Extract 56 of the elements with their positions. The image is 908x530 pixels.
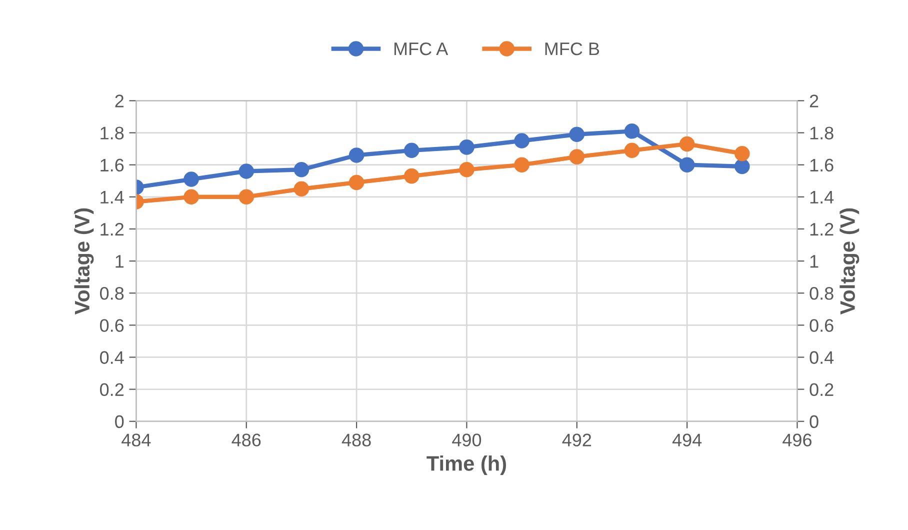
point [404,142,420,158]
y-tick-label: 1.6 [100,158,124,172]
point [184,172,199,187]
x-tick-label: 488 [342,434,371,446]
point [348,174,364,190]
point [348,148,364,163]
point [734,146,750,162]
x-tick-label: 492 [562,434,592,446]
point [569,126,585,142]
y2-tick-label: 1.2 [810,222,834,236]
y2-tick-label: 0.2 [810,383,834,396]
y-tick-label: 0.4 [100,351,124,364]
point [294,162,310,178]
y-tick-label: 0.6 [100,319,124,332]
y2-tick-label: 1.4 [810,191,834,204]
point [624,142,640,158]
x-tick-label: 484 [122,434,151,446]
legend-label: MFC A [394,42,448,56]
point [459,162,474,178]
y-tick-label: 2 [115,94,124,108]
point [238,164,254,179]
y2-tick-label: 0.4 [810,351,834,364]
point [459,140,474,155]
x-tick-label: 494 [672,434,702,446]
y2-tick-label: 1.8 [810,126,834,140]
legend-label: MFC B [545,42,600,56]
y-tick-label: 1.2 [100,222,124,236]
point [514,133,530,148]
y-tick-label: 1.8 [100,126,124,140]
y2-tick-label: 2 [810,94,818,108]
y-tick-label: 1.4 [100,191,124,204]
x-tick-label: 496 [782,434,812,446]
x-tick-label: 490 [452,434,482,446]
point [184,189,199,205]
y2-tick-label: 0 [810,415,818,428]
point [679,136,695,152]
x-tick-label: 486 [232,434,261,446]
point [624,124,640,139]
point [569,149,585,164]
y-tick-label: 0 [115,415,124,428]
point [734,158,750,174]
x-axis-title: Time (h) [426,456,506,475]
y-axis-title: Voltage (V) [74,208,94,315]
y2-tick-label: 1 [810,255,818,268]
point [514,157,530,172]
y2-tick-label: 1.6 [810,158,834,172]
y-tick-label: 1 [116,255,124,268]
point [294,181,310,197]
y2-tick-label: 0.8 [810,287,834,300]
point [238,189,254,205]
y2-axis-title: Voltage (V) [840,208,860,315]
y-tick-label: 0.8 [100,287,124,300]
point [679,157,695,172]
y2-tick-label: 0.6 [810,319,834,332]
y-tick-label: 0.2 [100,383,124,396]
point [404,168,420,184]
